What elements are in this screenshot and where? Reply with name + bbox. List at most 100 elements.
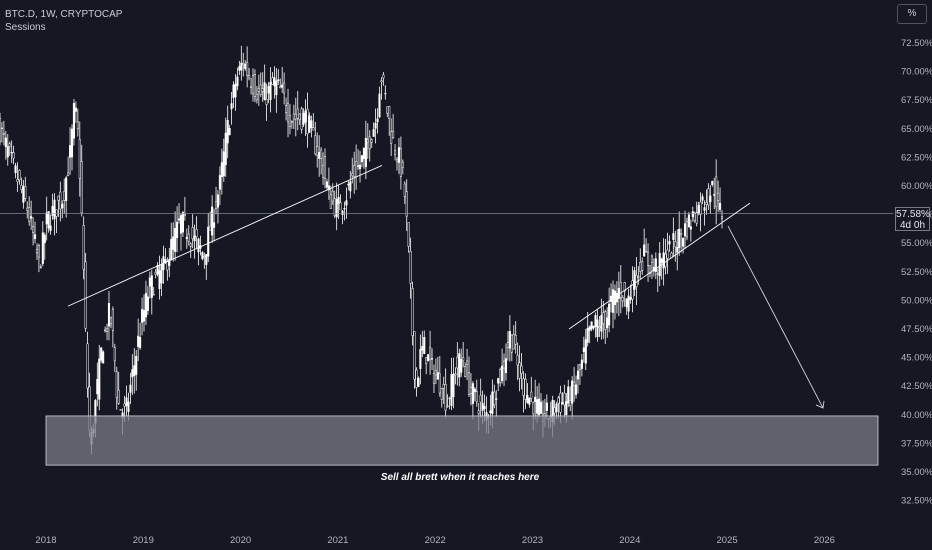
candle-body	[399, 148, 402, 177]
candle-body	[561, 402, 564, 405]
candle-body	[117, 389, 120, 404]
candle-body	[82, 225, 85, 270]
candle-body	[709, 195, 712, 203]
y-tick-label: 60.00%	[901, 181, 932, 192]
current-price-value: 57.58%	[896, 209, 930, 220]
y-tick-label: 45.00%	[901, 353, 932, 364]
candle-body	[174, 228, 177, 252]
candle-body	[397, 147, 400, 163]
candle-body	[419, 349, 422, 369]
indicator-label[interactable]: Sessions	[5, 22, 46, 33]
candle-body	[697, 205, 700, 214]
symbol-title[interactable]: BTC.D, 1W, CRYPTOCAP	[5, 9, 123, 20]
candle-body	[454, 373, 457, 376]
candle-body	[253, 74, 256, 97]
candle-body	[469, 387, 473, 394]
candle-body	[298, 113, 301, 121]
candle-body	[666, 249, 669, 259]
trendline-1	[67, 164, 383, 307]
candle-body	[458, 353, 461, 378]
candle-body	[580, 359, 583, 369]
candle-body	[2, 133, 5, 135]
candle-body	[216, 194, 220, 208]
candle-body	[499, 369, 502, 383]
candle-body	[156, 265, 159, 275]
candle-body	[460, 358, 463, 373]
candle-body	[629, 297, 632, 300]
candle-body	[689, 226, 692, 230]
candle-body	[565, 401, 568, 415]
candle-body	[411, 288, 414, 336]
candle-body	[524, 378, 527, 400]
candle-body	[646, 251, 650, 266]
candle-body	[96, 379, 99, 395]
candle-body	[152, 294, 155, 296]
candle-body	[442, 383, 445, 389]
candle-body	[506, 342, 509, 348]
trendline-2	[568, 202, 751, 330]
candle-body	[318, 151, 321, 159]
candle-body	[615, 292, 618, 303]
candle-body	[635, 275, 638, 288]
candle-body	[316, 146, 319, 156]
candle-body	[125, 397, 128, 407]
candle-body	[78, 139, 81, 179]
candle-body	[310, 120, 313, 129]
candle-body	[230, 103, 233, 110]
candle-body	[0, 127, 3, 130]
candle-body	[347, 183, 350, 186]
candle-body	[312, 127, 315, 131]
candle-body	[353, 165, 356, 177]
candle-body	[154, 271, 157, 275]
candle-body	[286, 102, 290, 123]
candle-body	[183, 214, 186, 216]
candle-body	[512, 333, 515, 350]
candle-body	[448, 397, 451, 400]
candle-body	[438, 373, 441, 394]
candle-body	[534, 396, 537, 402]
candle-body	[104, 329, 107, 332]
candle-body	[631, 280, 634, 300]
candle-body	[193, 235, 196, 242]
candle-body	[573, 381, 576, 386]
candle-body	[674, 241, 677, 248]
candle-body	[648, 265, 652, 274]
x-tick-label: 2026	[814, 535, 835, 546]
candle-body	[170, 239, 173, 260]
candle-body	[49, 225, 52, 231]
candle-body	[255, 93, 258, 101]
target-zone-rectangle	[45, 415, 879, 466]
candle-body	[222, 151, 225, 177]
candle-body	[70, 128, 74, 158]
candle-body	[320, 149, 323, 159]
candle-body	[415, 369, 418, 388]
candle-body	[45, 212, 48, 225]
candle-body	[526, 395, 529, 403]
candle-body	[467, 372, 471, 395]
candle-body	[55, 209, 58, 217]
candle-body	[559, 392, 562, 413]
candle-body	[63, 191, 66, 201]
candle-body	[502, 360, 506, 369]
percent-scale-button[interactable]: %	[897, 4, 927, 24]
candle-body	[191, 227, 194, 240]
candle-body	[337, 197, 340, 204]
candle-body	[59, 191, 62, 210]
candle-body	[475, 391, 478, 403]
candle-body	[662, 252, 665, 269]
candle-body	[18, 170, 21, 181]
candle-body	[598, 326, 601, 328]
candle-body	[563, 392, 566, 406]
candle-body	[358, 164, 362, 170]
candle-body	[588, 326, 591, 331]
candle-body	[685, 221, 689, 238]
candle-body	[137, 335, 140, 347]
zone-annotation[interactable]: Sell all brett when it reaches here	[380, 472, 540, 483]
bar-countdown: 4d 0h	[899, 220, 926, 231]
candle-body	[329, 194, 332, 209]
y-tick-label: 67.50%	[901, 95, 932, 106]
candle-body	[129, 384, 132, 393]
candle-body	[382, 74, 385, 79]
candle-body	[715, 176, 718, 208]
